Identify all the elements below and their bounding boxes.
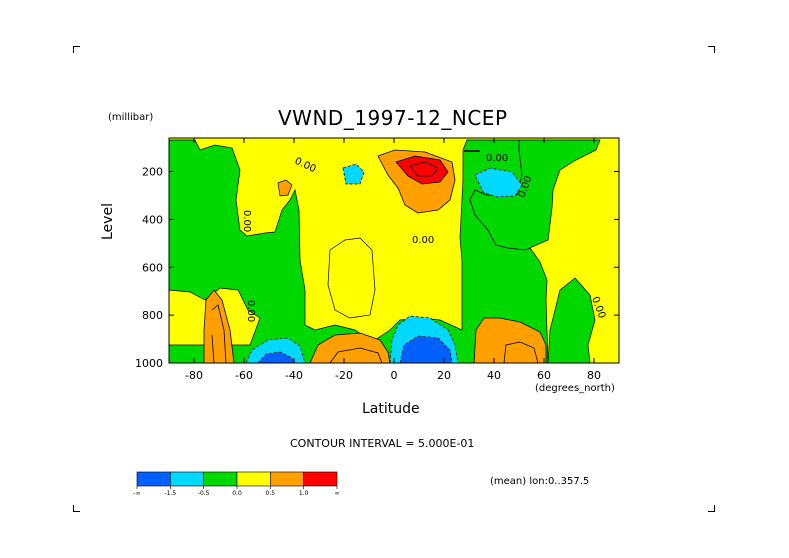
colorbar-label: -1.5 <box>164 490 176 497</box>
mean-annotation: (mean) lon:0..357.5 <box>490 476 590 487</box>
colorbar-swatch <box>136 471 171 487</box>
x-tick-label: 60 <box>537 369 551 382</box>
y-tick-label: 1000 <box>135 357 163 370</box>
colorbar-swatch <box>303 471 338 487</box>
colorbar-label: -∞ <box>133 490 140 497</box>
field-blue-surface-south <box>257 351 295 363</box>
x-axis-label: Latitude <box>362 401 420 417</box>
x-axis: -80 -60 -40 -20 0 20 40 60 80 <box>185 138 601 382</box>
colorbar-swatch <box>270 471 304 487</box>
colorbar: -∞ -1.5 -0.5 0.0 0.5 1.0 ∞ <box>133 471 340 497</box>
y-tick-label: 800 <box>142 309 163 322</box>
colorbar-label: -0.5 <box>198 490 210 497</box>
x-tick-label: -60 <box>235 369 253 382</box>
y-tick-label: 400 <box>142 213 163 226</box>
colorbar-swatch <box>236 471 271 487</box>
y-axis-unit: (millibar) <box>108 112 154 123</box>
colorbar-label: 0.0 <box>232 490 242 497</box>
colorbar-swatch <box>203 471 238 487</box>
crop-mark-top-left <box>73 46 80 53</box>
contour-orange-north-inner <box>503 341 539 363</box>
crop-mark-top-right <box>708 46 715 53</box>
field-blue-surface-tropic <box>399 335 453 363</box>
contour-red-inner <box>409 161 439 177</box>
contour-label: 0.00 <box>486 153 508 164</box>
colorbar-label: 0.5 <box>266 490 276 497</box>
x-tick-label: -20 <box>335 369 353 382</box>
field-yellow-island-1 <box>327 237 376 319</box>
field-orange-surface-left <box>203 289 235 363</box>
field-orange-surface-mid <box>309 332 391 363</box>
field-cyan-upper-right <box>474 167 523 198</box>
chart-title: VWND_1997-12_NCEP <box>278 106 508 130</box>
contour-label: 0.00 <box>245 300 256 322</box>
field-cyan-upper-left <box>342 163 365 185</box>
x-axis-unit: (degrees_north) <box>535 383 615 394</box>
field-orange-surface-north <box>473 317 547 363</box>
colorbar-swatch <box>170 471 204 487</box>
colorbar-label: ∞ <box>335 490 340 497</box>
x-tick-label: 80 <box>587 369 601 382</box>
x-tick-label: -80 <box>185 369 203 382</box>
y-tick-label: 200 <box>142 166 163 179</box>
field-red-core <box>395 155 449 185</box>
x-tick-label: 0 <box>391 369 398 382</box>
y-tick-label: 600 <box>142 261 163 274</box>
x-tick-label: -40 <box>285 369 303 382</box>
contour-label: 0.00 <box>241 210 252 232</box>
field-green-east-low <box>547 277 596 363</box>
contour-label: 0.00 <box>412 235 434 246</box>
contour-interval-text: CONTOUR INTERVAL = 5.000E-01 <box>290 437 475 450</box>
contour-orange-left-inner <box>211 304 227 363</box>
x-tick-label: 40 <box>487 369 501 382</box>
crop-mark-bottom-right <box>708 505 715 512</box>
contour-orange-mid-inner <box>329 347 383 363</box>
colorbar-label: 1.0 <box>299 490 309 497</box>
field-orange-small <box>277 179 293 197</box>
crop-mark-bottom-left <box>73 505 80 512</box>
y-axis: 200 400 600 800 1000 <box>135 166 619 370</box>
plot-area <box>169 138 619 363</box>
x-tick-label: 20 <box>437 369 451 382</box>
